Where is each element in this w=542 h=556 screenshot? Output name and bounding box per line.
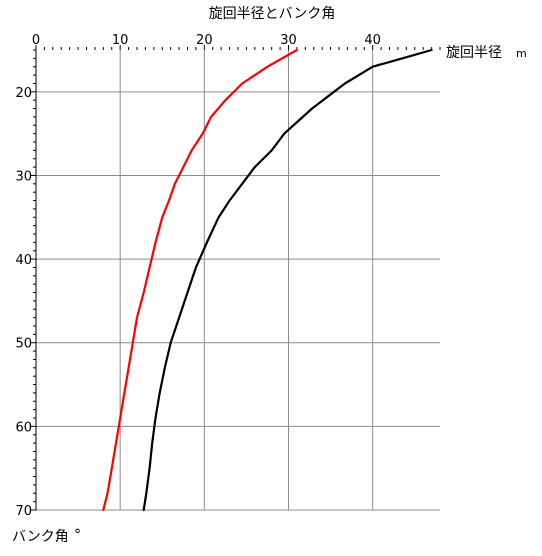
series-layer bbox=[102, 48, 433, 512]
x-tick-label: 0 bbox=[32, 33, 40, 48]
series-line-1 bbox=[102, 48, 298, 512]
x-tick-labels: 0 10 20 30 40 bbox=[32, 33, 381, 48]
y-axis-label: バンク角 bbox=[12, 529, 69, 545]
grid bbox=[36, 50, 440, 511]
x-tick-label: 40 bbox=[364, 33, 381, 48]
x-axis-title: 旋回半径 m bbox=[446, 45, 527, 61]
y-tick-label: 30 bbox=[15, 169, 32, 184]
x-axis-unit: m bbox=[516, 47, 527, 60]
x-tick-label: 10 bbox=[112, 33, 129, 48]
y-tick-label: 60 bbox=[15, 420, 32, 435]
y-tick-label: 20 bbox=[15, 86, 32, 101]
x-tick-label: 30 bbox=[280, 33, 297, 48]
x-axis-label: 旋回半径 bbox=[446, 45, 502, 61]
chart-title: 旋回半径とバンク角 bbox=[209, 6, 336, 22]
minor-ticks bbox=[31, 45, 441, 511]
y-tick-label: 70 bbox=[15, 504, 32, 519]
series-line-2 bbox=[142, 48, 433, 512]
y-axis-unit: ° bbox=[74, 527, 81, 543]
y-tick-label: 40 bbox=[15, 253, 32, 268]
x-tick-label: 20 bbox=[196, 33, 213, 48]
y-tick-label: 50 bbox=[15, 337, 32, 352]
y-tick-labels: 20 30 40 50 60 70 bbox=[15, 86, 32, 519]
y-axis-title: バンク角 ° bbox=[12, 527, 81, 545]
